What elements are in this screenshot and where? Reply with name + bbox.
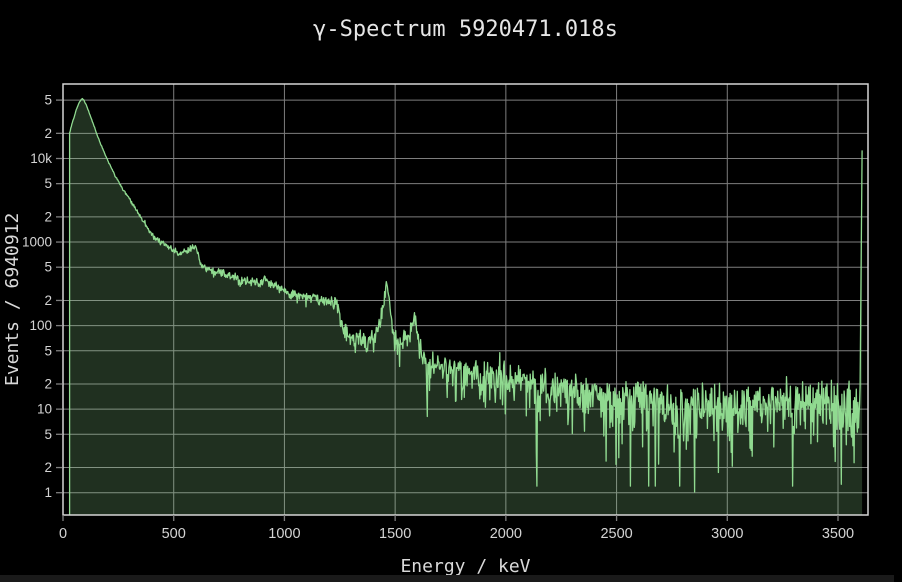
y-tick-label: 2 <box>44 460 52 475</box>
x-axis-title: Energy / keV <box>400 556 531 577</box>
y-tick-label: 5 <box>44 260 52 275</box>
axis-tick-marks <box>56 99 839 521</box>
y-tick-label: 5 <box>44 176 52 191</box>
x-tick-label: 2000 <box>490 526 522 542</box>
plot-border <box>62 83 869 516</box>
x-tick-label: 1500 <box>379 526 411 542</box>
spectrum-fill <box>69 98 863 515</box>
x-tick-label: 500 <box>162 526 186 542</box>
y-tick-label: 2 <box>44 293 52 308</box>
y-tick-label: 100 <box>29 318 52 333</box>
x-tick-label: 3000 <box>711 526 743 542</box>
chart-title: γ-Spectrum 5920471.018s <box>313 17 618 42</box>
x-tick-label: 1000 <box>268 526 300 542</box>
gridlines <box>62 84 868 515</box>
x-tick-label: 2500 <box>600 526 632 542</box>
y-tick-label: 1000 <box>22 235 52 250</box>
y-tick-label: 2 <box>44 376 52 391</box>
y-tick-label: 5 <box>44 427 52 442</box>
bottom-bar <box>0 575 894 582</box>
x-tick-label: 3500 <box>822 526 854 542</box>
y-tick-label: 2 <box>44 209 52 224</box>
y-tick-label: 2 <box>44 126 52 141</box>
x-tick-label: 0 <box>59 526 67 542</box>
y-tick-label: 10k <box>30 151 52 166</box>
spectrum-series <box>68 97 863 515</box>
y-tick-label: 1 <box>44 485 52 500</box>
y-tick-label: 10 <box>37 402 52 417</box>
spectrum-line <box>68 97 863 515</box>
y-tick-label: 5 <box>44 343 52 358</box>
axis-tick-labels: 0 500 1000 1500 2000 2500 3000 3500 1 2 5 10 2 5 100 2 5… <box>22 93 854 542</box>
y-tick-label: 5 <box>44 93 52 108</box>
